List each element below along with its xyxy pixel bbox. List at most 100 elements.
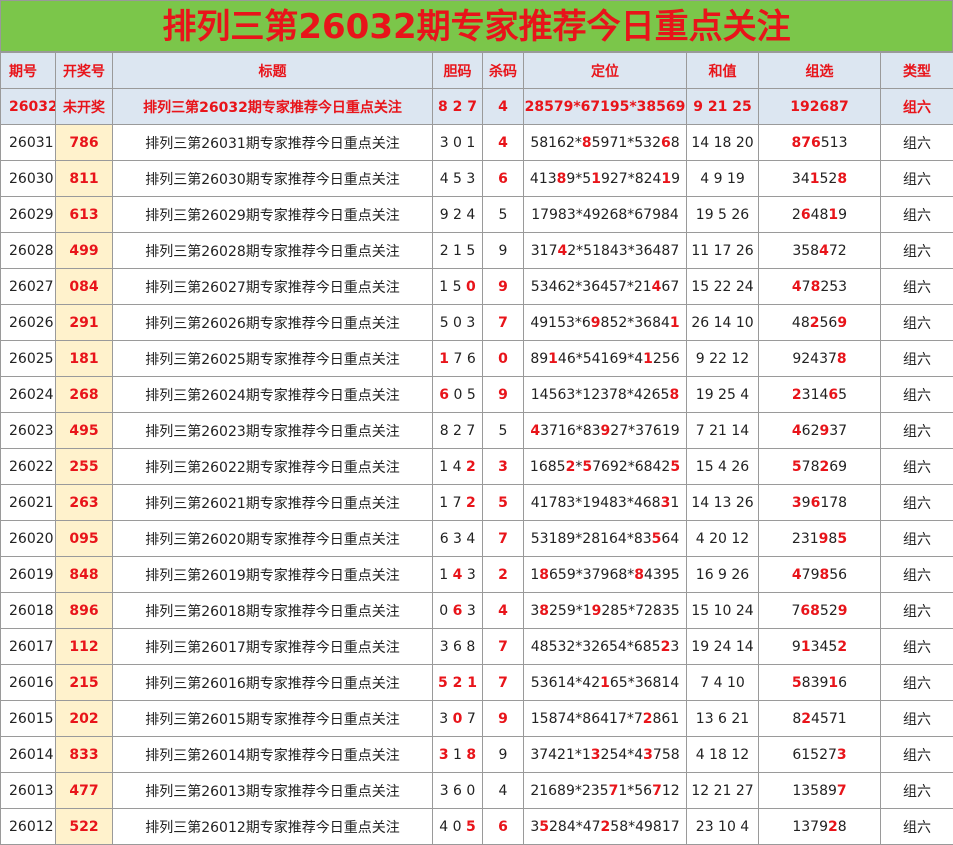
highlight-digit: 7 <box>498 638 508 655</box>
position-cell: 定位 <box>523 52 687 89</box>
table-body: 期号 开奖号 标题 胆码 杀码 定位 和值 组选 类型 26032 未开奖 排列三第26032期专家推… <box>0 52 953 845</box>
sum-value-cell: 15 22 24 <box>686 268 759 305</box>
position-cell: 31742*51843*36487 <box>523 232 687 269</box>
highlight-digit: 8 <box>669 386 680 403</box>
digit-text: 37421*1 <box>530 746 591 763</box>
highlight-digit: 4 <box>530 422 541 439</box>
issue-cell: 26028 <box>0 232 56 269</box>
group-pick-cell: 768529 <box>758 592 881 629</box>
result-row: 26029 613 排列三第26029期专家推荐今日重点关注 9 2 4 5 17983*… <box>0 196 953 233</box>
digit-text: 79 <box>801 566 820 583</box>
issue-cell: 26018 <box>0 592 56 629</box>
highlight-digit: 8 <box>581 134 592 151</box>
issue-cell: 26012 <box>0 808 56 845</box>
result-row: 26026 291 排列三第26026期专家推荐今日重点关注 5 0 3 7 49153*… <box>0 304 953 341</box>
digit-text: 1 <box>439 566 453 583</box>
digit-text: 92437 <box>792 350 837 367</box>
draw-number-cell: 786 <box>55 124 113 161</box>
digit-text: 314 <box>801 386 829 403</box>
dan-code-cell: 4 0 5 <box>432 808 483 845</box>
sum-value-cell: 14 18 20 <box>686 124 759 161</box>
draw-number-cell: 263 <box>55 484 113 521</box>
type-cell: 组六 <box>880 376 953 413</box>
issue-cell: 26023 <box>0 412 56 449</box>
highlight-digit: 9 <box>818 530 829 547</box>
sum-value-cell: 4 20 12 <box>686 520 759 557</box>
highlight-digit: 6 <box>810 494 821 511</box>
digit-text: 254*4 <box>600 746 644 763</box>
sum-value-cell: 11 17 26 <box>686 232 759 269</box>
digit-text: 861 <box>652 710 680 727</box>
digit-text: 65*36814 <box>609 674 680 691</box>
digit-text: 7 6 <box>449 350 476 367</box>
digit-text: 56 <box>819 314 838 331</box>
result-row: 26020 095 排列三第26020期专家推荐今日重点关注 6 3 4 7 53189*… <box>0 520 953 557</box>
sum-value-cell: 7 21 14 <box>686 412 759 449</box>
issue-cell: 26027 <box>0 268 56 305</box>
digit-text: 5 <box>838 386 848 403</box>
draw-number-cell: 268 <box>55 376 113 413</box>
row-title-cell: 排列三第26025期专家推荐今日重点关注 <box>112 340 433 377</box>
digit-text: 37 <box>829 422 848 439</box>
draw-number-cell: 896 <box>55 592 113 629</box>
result-row: 26027 084 排列三第26027期专家推荐今日重点关注 1 5 0 9 53462*… <box>0 268 953 305</box>
digit-text: 5971*532 <box>591 134 661 151</box>
highlight-digit: 7 <box>498 530 508 547</box>
highlight-digit: 2 <box>801 710 812 727</box>
digit-text: 61527 <box>792 746 837 763</box>
dan-code-cell: 2 1 5 <box>432 232 483 269</box>
digit-text: 21689*235 <box>530 782 609 799</box>
highlight-digit: 9 <box>819 422 830 439</box>
digit-text: 317 <box>530 242 558 259</box>
highlight-digit: 7 <box>652 782 662 799</box>
highlight-digit: 8 <box>837 170 848 187</box>
digit-text: 284*47 <box>549 818 601 835</box>
row-title-cell: 排列三第26024期专家推荐今日重点关注 <box>112 376 433 413</box>
digit-text: 14563*12378*4265 <box>530 386 670 403</box>
group-pick-cell: 358472 <box>758 232 881 269</box>
digit-text: 67 <box>661 278 680 295</box>
issue-cell: 26025 <box>0 340 56 377</box>
row-title-cell: 排列三第26032期专家推荐今日重点关注 <box>112 88 433 125</box>
highlight-digit: 876 <box>791 134 821 151</box>
highlight-digit: 5 <box>498 494 508 511</box>
row-title-cell: 排列三第26016期专家推荐今日重点关注 <box>112 664 433 701</box>
digit-text: 3716*83 <box>540 422 601 439</box>
type-cell: 组六 <box>880 628 953 665</box>
digit-text: 89 <box>530 350 549 367</box>
digit-text: 48 <box>810 206 829 223</box>
group-pick-cell: 231465 <box>758 376 881 413</box>
dan-code-cell: 5 0 3 <box>432 304 483 341</box>
dan-code-cell: 1 5 0 <box>432 268 483 305</box>
digit-text: 2 <box>791 206 801 223</box>
highlight-digit: 5 <box>791 674 802 691</box>
digit-text: 1379 <box>792 818 828 835</box>
draw-number-cell: 未开奖 <box>55 88 113 125</box>
kill-code-cell: 5 <box>482 412 524 449</box>
digit-text: 9*5 <box>566 170 592 187</box>
issue-cell: 26022 <box>0 448 56 485</box>
highlight-digit: 7 <box>498 314 508 331</box>
digit-text: 3 6 8 <box>439 638 476 655</box>
highlight-digit: 5 <box>539 818 549 835</box>
digit-text: 513 <box>820 134 848 151</box>
highlight-digit: 1 <box>439 350 450 367</box>
issue-cell: 期号 <box>0 52 56 89</box>
result-row: 26023 495 排列三第26023期专家推荐今日重点关注 8 2 7 5 43716*… <box>0 412 953 449</box>
result-row: 26018 896 排列三第26018期专家推荐今日重点关注 0 6 3 4 38259*… <box>0 592 953 629</box>
group-pick-cell: 615273 <box>758 736 881 773</box>
draw-number-cell: 522 <box>55 808 113 845</box>
row-title-cell: 排列三第26031期专家推荐今日重点关注 <box>112 124 433 161</box>
digit-text: 1*56 <box>618 782 653 799</box>
draw-number-cell: 084 <box>55 268 113 305</box>
highlight-digit: 4 <box>452 566 463 583</box>
kill-code-cell: 7 <box>482 304 524 341</box>
dan-code-cell: 3 6 0 <box>432 772 483 809</box>
position-cell: 28579*67195*38569 <box>523 88 687 125</box>
result-row: 26031 786 排列三第26031期专家推荐今日重点关注 3 0 1 4 58162*… <box>0 124 953 161</box>
result-row: 26017 112 排列三第26017期专家推荐今日重点关注 3 6 8 7 48532*… <box>0 628 953 665</box>
highlight-digit: 7 <box>836 782 847 799</box>
type-cell: 组六 <box>880 196 953 233</box>
sum-value-cell: 13 6 21 <box>686 700 759 737</box>
sum-value-cell: 16 9 26 <box>686 556 759 593</box>
